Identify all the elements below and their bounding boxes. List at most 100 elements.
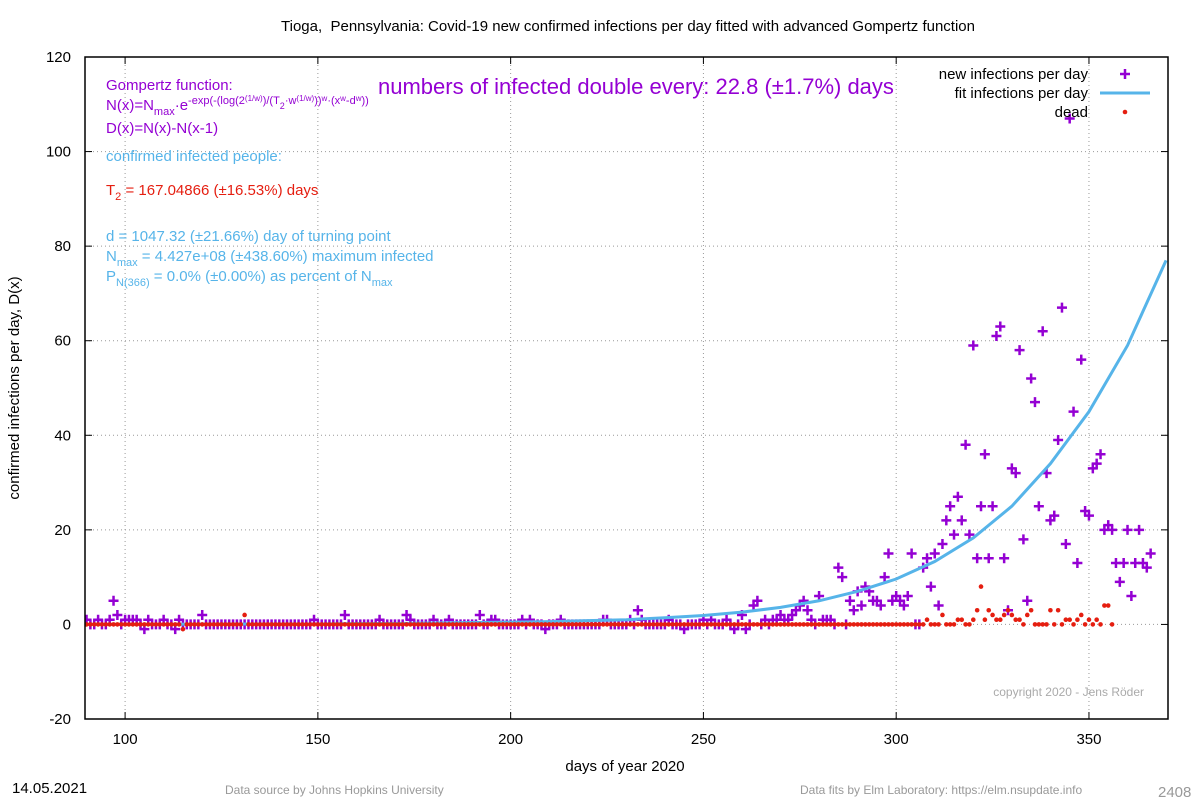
point — [1076, 354, 1087, 365]
point — [983, 553, 994, 564]
point — [627, 622, 633, 627]
point — [662, 622, 668, 627]
x-tick-label: 100 — [113, 731, 138, 748]
point — [223, 622, 228, 627]
point — [1044, 622, 1049, 627]
point — [874, 622, 880, 627]
point — [604, 622, 610, 627]
point — [972, 553, 983, 564]
point — [875, 600, 886, 611]
point — [654, 622, 660, 627]
point — [523, 622, 529, 627]
point — [573, 622, 579, 627]
copyright: copyright 2020 - Jens Röder — [993, 685, 1144, 699]
point — [833, 562, 844, 573]
point — [836, 622, 841, 627]
point — [1032, 622, 1038, 627]
point — [1072, 557, 1083, 568]
point — [755, 622, 760, 627]
annotation-part: Gompertz function: — [106, 77, 233, 94]
point — [350, 622, 355, 627]
y-tick-label: 120 — [46, 49, 71, 66]
point — [153, 622, 159, 627]
point — [689, 622, 695, 627]
point — [1005, 607, 1011, 613]
point — [712, 622, 718, 627]
point — [311, 622, 317, 627]
point — [138, 622, 143, 627]
point — [944, 622, 949, 627]
annotation-part: ·w — [285, 95, 297, 107]
annotation-part: w — [321, 94, 328, 103]
point — [570, 622, 575, 627]
point — [913, 622, 918, 627]
point — [462, 622, 467, 627]
point — [1029, 397, 1040, 408]
point — [970, 617, 976, 622]
point — [766, 622, 772, 627]
point — [964, 529, 975, 540]
point — [1001, 612, 1007, 618]
point — [269, 622, 274, 627]
point — [589, 622, 594, 627]
point — [832, 622, 837, 627]
annotation-part: ·e — [175, 97, 188, 114]
point — [342, 622, 348, 627]
point — [677, 622, 683, 627]
point — [666, 622, 672, 627]
point — [1083, 510, 1094, 521]
point — [797, 622, 803, 627]
point — [774, 622, 779, 627]
point — [743, 622, 749, 627]
point — [215, 622, 220, 627]
point — [716, 622, 722, 627]
point — [334, 622, 340, 627]
point — [489, 622, 494, 627]
point — [1049, 510, 1060, 521]
point — [920, 622, 926, 627]
point — [465, 622, 471, 627]
point — [901, 622, 907, 627]
point — [1024, 612, 1030, 618]
annotation-part: max — [117, 257, 138, 269]
annotation-part: = 0.0% (±0.00%) as percent of N — [150, 268, 372, 285]
point — [508, 622, 513, 627]
point — [762, 622, 768, 627]
point — [539, 622, 544, 627]
point — [1056, 302, 1067, 313]
annotation-part: max — [154, 106, 175, 118]
annotation-part: d = 1047.32 (±21.66%) day of turning poi… — [106, 228, 392, 245]
point — [1134, 524, 1145, 535]
point — [377, 622, 382, 627]
x-tick-label: 250 — [691, 731, 716, 748]
annotation: confirmed infected people: — [106, 148, 282, 165]
point — [172, 622, 178, 627]
point — [157, 622, 163, 627]
point — [905, 622, 911, 627]
point — [1091, 458, 1102, 469]
point — [631, 622, 637, 627]
point — [284, 622, 290, 627]
point — [315, 622, 321, 627]
point — [577, 622, 583, 627]
point — [955, 617, 961, 622]
point — [963, 622, 968, 627]
point — [338, 622, 344, 627]
point — [307, 622, 313, 627]
point — [739, 622, 745, 627]
point — [929, 548, 940, 559]
point — [608, 622, 614, 627]
point — [1048, 607, 1053, 613]
point — [1021, 622, 1026, 627]
point — [932, 622, 938, 627]
point — [585, 622, 591, 627]
point — [843, 622, 849, 627]
point — [134, 622, 139, 627]
point — [327, 622, 332, 627]
point — [859, 622, 864, 627]
point — [747, 622, 752, 627]
point — [812, 622, 818, 627]
point — [820, 622, 826, 627]
point — [724, 622, 729, 627]
footer-source: Data source by Johns Hopkins University — [225, 783, 444, 797]
